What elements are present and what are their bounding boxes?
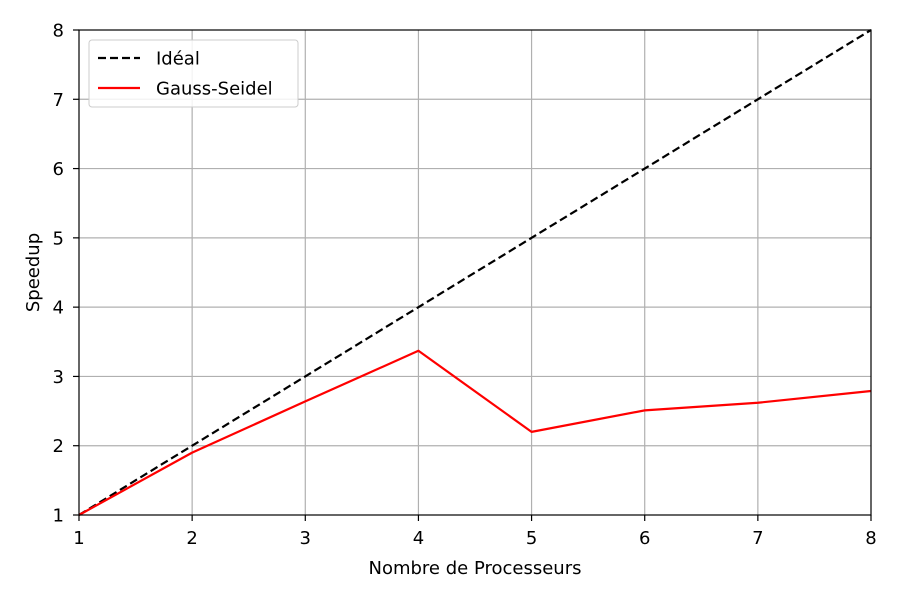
legend: Idéal Gauss-Seidel xyxy=(88,39,299,108)
series-line-gauss-seidel xyxy=(78,349,872,516)
x-tick-label: 3 xyxy=(300,528,311,549)
x-tick-label: 2 xyxy=(186,528,197,549)
legend-box xyxy=(88,39,299,108)
x-tick-label: 6 xyxy=(639,528,650,549)
y-tick-label: 6 xyxy=(53,159,64,180)
y-tick-label: 3 xyxy=(53,367,64,388)
series-lines xyxy=(78,29,872,516)
y-tick-label: 8 xyxy=(53,21,64,42)
y-tick-label: 1 xyxy=(53,506,64,527)
plot-frame xyxy=(78,29,872,516)
y-axis-label: Speedup xyxy=(23,233,44,312)
x-tick-label: 7 xyxy=(752,528,763,549)
x-tick-label: 1 xyxy=(73,528,84,549)
x-tick-label: 4 xyxy=(413,528,424,549)
series-line-ideal xyxy=(78,29,872,516)
x-axis-label: Nombre de Processeurs xyxy=(368,558,581,579)
y-tick-label: 2 xyxy=(53,436,64,457)
legend-label-ideal: Idéal xyxy=(156,49,200,70)
legend-label-gauss-seidel: Gauss-Seidel xyxy=(156,79,273,100)
x-tick-label: 8 xyxy=(865,528,876,549)
ticks: 1 2 3 4 5 6 7 8 1 2 3 4 5 6 7 8 xyxy=(53,21,877,550)
y-tick-label: 5 xyxy=(53,228,64,249)
y-tick-label: 4 xyxy=(53,298,64,319)
y-tick-label: 7 xyxy=(53,90,64,111)
x-tick-label: 5 xyxy=(526,528,537,549)
